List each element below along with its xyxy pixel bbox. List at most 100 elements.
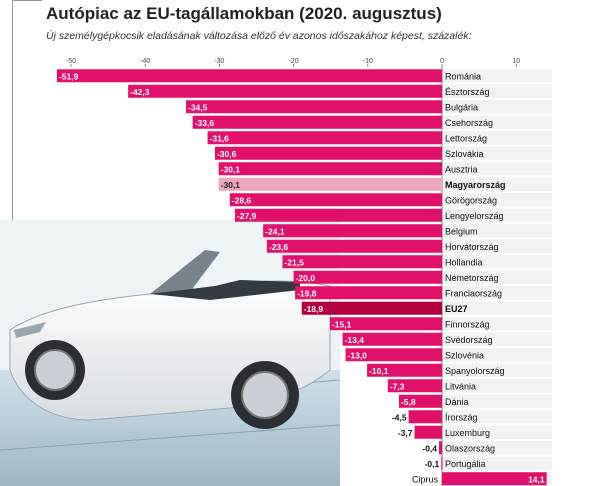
value-label: -23,6: [269, 242, 289, 252]
value-label: -30,1: [221, 180, 241, 190]
row-band: [442, 224, 552, 238]
chart-subtitle: Új személygépkocsik eladásának változása…: [46, 30, 472, 42]
bar: [414, 425, 442, 439]
value-label: -30,1: [221, 164, 241, 174]
bar: [398, 394, 442, 408]
category-label: Spanyolország: [445, 366, 505, 376]
value-label: -15,1: [332, 319, 352, 329]
value-label: -21,5: [284, 257, 304, 267]
value-label: -42,3: [130, 87, 150, 97]
row-band: [442, 208, 552, 222]
value-label: -30,6: [217, 149, 237, 159]
bar: [442, 472, 547, 486]
bar: [345, 348, 442, 362]
category-label: EU27: [445, 304, 468, 314]
value-label: -24,1: [265, 226, 285, 236]
row-band: [442, 332, 552, 346]
category-label: Portugália: [445, 459, 486, 469]
row-band: [442, 115, 552, 129]
bar: [387, 379, 442, 393]
value-label: -28,6: [232, 195, 252, 205]
value-label: -4,5: [392, 412, 407, 422]
row-band: [442, 456, 552, 470]
row-band: [442, 410, 552, 424]
category-label: Lengyelország: [445, 211, 504, 221]
category-label: Ciprus: [412, 474, 439, 484]
value-label: -0,4: [422, 443, 437, 453]
x-tick-label: -10: [363, 58, 373, 65]
category-label: Litvánia: [445, 381, 476, 391]
x-tick-label: -30: [214, 58, 224, 65]
category-label: Luxemburg: [445, 428, 490, 438]
car-front-rim: [34, 349, 76, 391]
row-band: [442, 348, 552, 362]
category-label: Írország: [445, 412, 478, 422]
car-interior: [150, 280, 300, 300]
category-label: Görögország: [445, 195, 497, 205]
x-tick-label: 10: [512, 58, 520, 65]
bar: [266, 239, 442, 253]
value-label: -33,6: [195, 118, 215, 128]
x-tick-label: -50: [66, 58, 76, 65]
bar: [293, 270, 442, 284]
category-label: Hollandia: [445, 257, 483, 267]
row-band: [442, 193, 552, 207]
category-label: Svédország: [445, 335, 493, 345]
car-rear-rim: [241, 371, 289, 419]
frame-line-left: [12, 0, 13, 270]
value-label: -51,9: [59, 71, 79, 81]
bar: [218, 177, 442, 191]
category-label: Szlovákia: [445, 149, 484, 159]
row-band: [442, 162, 552, 176]
row-band: [442, 379, 552, 393]
value-label: -13,0: [348, 350, 368, 360]
bar: [56, 69, 442, 83]
category-label: Dánia: [445, 397, 469, 407]
bar: [186, 100, 442, 114]
value-label: -34,5: [188, 102, 208, 112]
row-band: [442, 317, 552, 331]
category-label: Belgium: [445, 226, 478, 236]
category-label: Szlovénia: [445, 350, 484, 360]
row-band: [442, 131, 552, 145]
bar: [441, 456, 443, 470]
value-label: -27,9: [237, 211, 257, 221]
bar: [367, 363, 442, 377]
row-band: [442, 146, 552, 160]
row-band: [442, 239, 552, 253]
value-label: -7,3: [390, 381, 405, 391]
category-label: Ausztria: [445, 164, 478, 174]
value-label: -13,4: [345, 335, 365, 345]
car-headlight: [14, 322, 46, 338]
category-label: Észtország: [445, 87, 490, 97]
category-label: Németország: [445, 273, 499, 283]
row-band: [442, 425, 552, 439]
floor-line: [0, 424, 340, 451]
row-band: [442, 363, 552, 377]
bar: [301, 301, 442, 315]
category-label: Bulgária: [445, 102, 478, 112]
value-label: -3,7: [398, 428, 413, 438]
bar: [214, 146, 442, 160]
category-label: Olaszország: [445, 443, 495, 453]
category-label: Lettország: [445, 133, 487, 143]
bars: [56, 69, 547, 486]
row-band: [442, 441, 552, 455]
bar: [192, 115, 442, 129]
category-label: Horvátország: [445, 242, 499, 252]
row-band: [442, 84, 552, 98]
bar: [295, 286, 442, 300]
bar: [128, 84, 442, 98]
category-labels: Románia Észtország Bulgária Csehország Letto…: [412, 71, 506, 484]
bar: [329, 317, 442, 331]
category-label: Románia: [445, 71, 481, 81]
x-tick-label: -40: [140, 58, 150, 65]
category-label: Csehország: [445, 118, 493, 128]
bar: [263, 224, 442, 238]
x-tick-label: 0: [440, 58, 444, 65]
bar: [218, 162, 442, 176]
row-band: [442, 286, 552, 300]
value-label: 14,1: [528, 474, 545, 484]
bar: [342, 332, 442, 346]
bar: [282, 255, 442, 269]
